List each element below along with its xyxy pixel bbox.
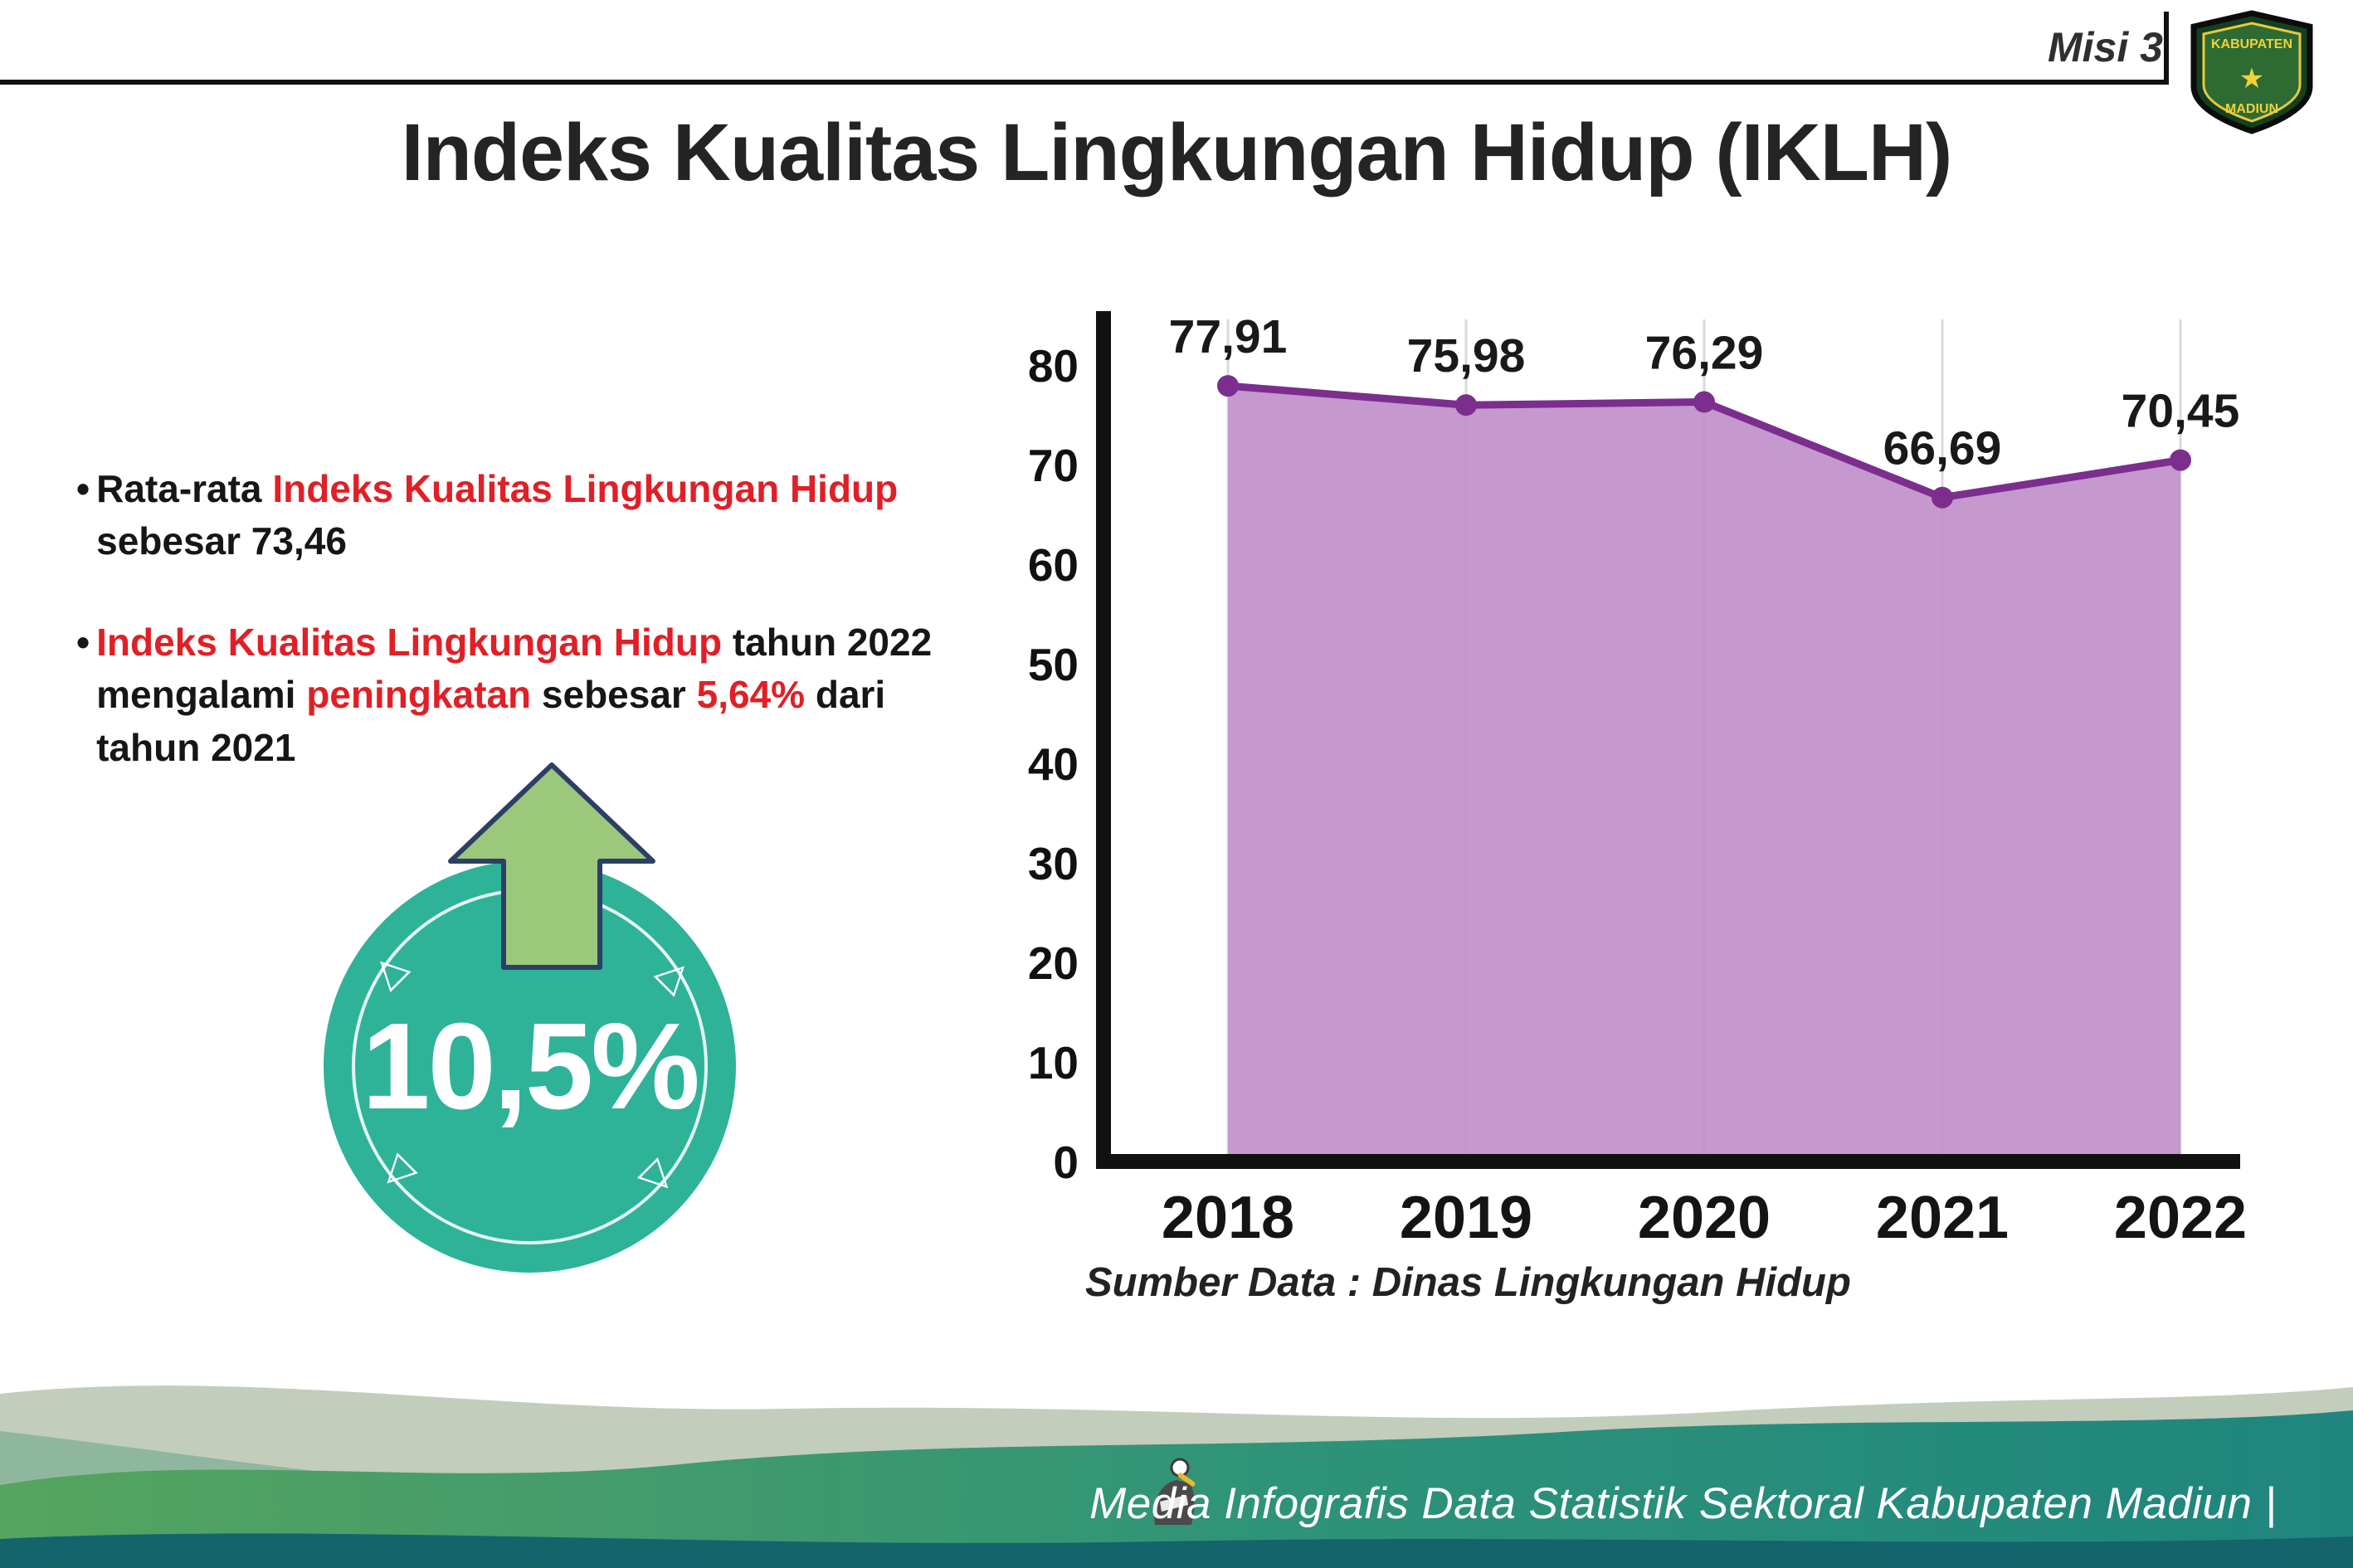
footer-waves	[0, 1385, 2353, 1568]
bullet-rata-rata: • Rata-rata Indeks Kualitas Lingkungan H…	[76, 463, 993, 568]
y-tick-label: 40	[1028, 738, 1079, 790]
data-point	[2170, 449, 2191, 471]
y-tick-label: 50	[1028, 639, 1079, 690]
star-icon: ★	[2239, 63, 2264, 95]
bullet-marker: •	[76, 467, 90, 510]
data-label: 77,91	[1169, 310, 1288, 363]
x-tick-label: 2021	[1876, 1185, 2009, 1251]
data-label: 75,98	[1407, 329, 1526, 382]
bullet-marker: •	[76, 620, 90, 664]
summary-bullets: • Rata-rata Indeks Kualitas Lingkungan H…	[76, 463, 993, 822]
x-tick-label: 2022	[2114, 1185, 2247, 1251]
y-tick-label: 70	[1028, 440, 1079, 491]
page-title: Indeks Kualitas Lingkungan Hidup (IKLH)	[401, 107, 1953, 197]
up-arrow-icon	[448, 762, 655, 970]
bullet-text: Indeks Kualitas Lingkungan Hidup tahun 2…	[96, 620, 933, 769]
y-tick-label: 10	[1028, 1037, 1079, 1088]
logo-top-text: KABUPATEN	[2211, 37, 2292, 51]
data-label: 70,45	[2122, 385, 2240, 438]
bullet-text: Rata-rata Indeks Kualitas Lingkungan Hid…	[96, 467, 899, 563]
bullet-peningkatan: • Indeks Kualitas Lingkungan Hidup tahun…	[76, 616, 993, 774]
x-tick-label: 2018	[1162, 1185, 1294, 1251]
mascot-icon	[1154, 1458, 1196, 1525]
top-rule	[0, 80, 2167, 85]
y-tick-label: 60	[1028, 539, 1079, 591]
wave-dark-teal	[0, 1533, 2353, 1568]
data-label: 66,69	[1883, 422, 2002, 475]
chart-canvas: 77,91 75,98 76,29 66,69 70,45 0 10 20 30 40 50 60 70…	[1028, 310, 2247, 1251]
data-label: 76,29	[1645, 327, 1764, 380]
y-tick-label: 80	[1028, 340, 1079, 392]
kabupaten-madiun-logo: KABUPATEN ★ MADIUN	[2190, 10, 2313, 134]
data-point	[1217, 375, 1239, 397]
logo-shield-inner	[2202, 22, 2302, 123]
footer-credit: Media Infografis Data Statistik Sektoral…	[1089, 1479, 2277, 1528]
source-note: Sumber Data : Dinas Lingkungan Hidup	[1085, 1260, 1851, 1305]
area-fill	[1228, 386, 2180, 1161]
data-point	[1455, 394, 1477, 416]
y-tick-label: 30	[1028, 838, 1079, 889]
x-tick-label: 2020	[1638, 1185, 1771, 1251]
x-tick-label: 2019	[1400, 1185, 1532, 1251]
y-tick-label: 20	[1028, 937, 1079, 989]
logo-bottom-text: MADIUN	[2225, 102, 2278, 116]
logo-frame-line	[2164, 12, 2169, 85]
y-tick-label: 0	[1053, 1137, 1079, 1188]
misi-label: Misi 3	[2048, 24, 2163, 71]
iklh-area-chart: 77,91 75,98 76,29 66,69 70,45 0 10 20 30 40 50 60 70…	[979, 274, 2273, 1319]
data-point	[1693, 391, 1715, 413]
data-point	[1932, 486, 1953, 509]
